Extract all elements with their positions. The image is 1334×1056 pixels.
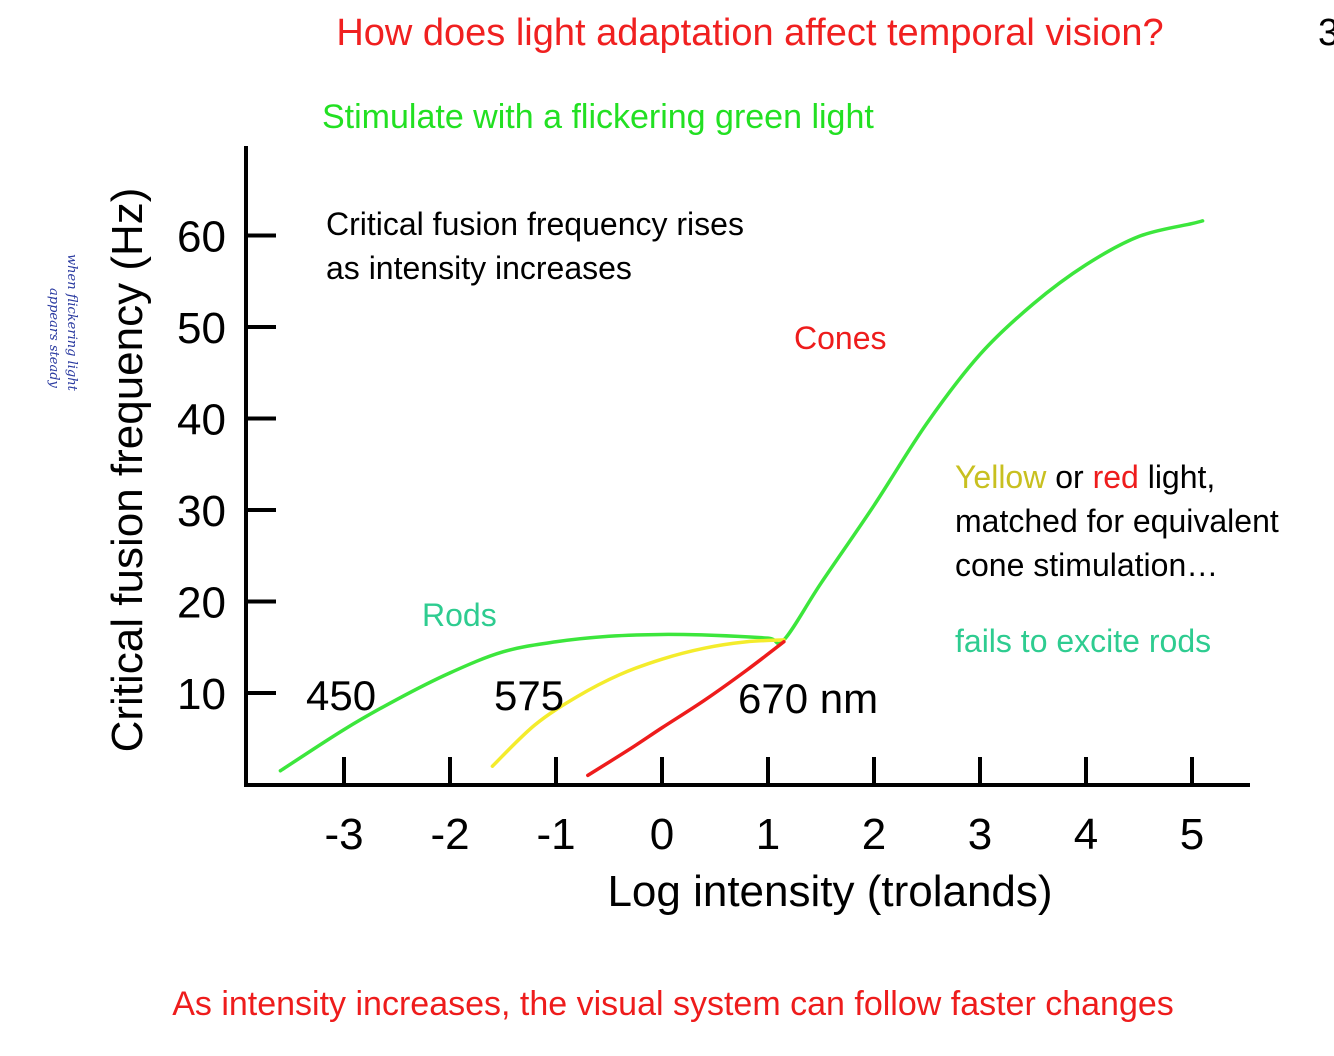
red-word: red — [1092, 459, 1139, 495]
x-tick-label: -2 — [430, 810, 469, 859]
y-tick-label: 50 — [177, 304, 226, 353]
light-word: light, — [1138, 459, 1216, 495]
x-tick-label: 5 — [1180, 810, 1204, 859]
y-tick-label: 60 — [177, 213, 226, 262]
y-tick-label: 30 — [177, 487, 226, 536]
y-axis-label: Critical fusion frequency (Hz) — [103, 188, 152, 753]
slide-title: How does light adaptation affect tempora… — [336, 12, 1164, 54]
bottom-conclusion: As intensity increases, the visual syste… — [172, 985, 1174, 1023]
chart-curves — [278, 219, 1205, 778]
y-tick-label: 10 — [177, 670, 226, 719]
y-tick-label: 20 — [177, 579, 226, 628]
yellow-word: Yellow — [955, 459, 1047, 495]
chart-ticks: -3 -2 -1 0 1 2 3 4 5 10 20 30 40 50 60 — [177, 213, 1204, 860]
handwritten-line-1: when flickering light — [64, 254, 79, 392]
matched-line: matched for equivalent — [955, 503, 1279, 539]
slide-subtitle: Stimulate with a flickering green light — [322, 98, 874, 136]
x-tick-label: -3 — [324, 810, 363, 859]
x-tick-label: 1 — [756, 810, 780, 859]
note-line-2: as intensity increases — [326, 250, 632, 286]
cones-label: Cones — [794, 320, 887, 356]
wavelength-575-label: 575 — [494, 672, 565, 719]
page-number: 3 — [1318, 12, 1334, 54]
or-word: or — [1046, 459, 1093, 495]
curve-575-nm — [490, 638, 786, 768]
fails-to-excite-rods: fails to excite rods — [955, 623, 1212, 659]
yellow-red-note: Yellow or red light, matched for equival… — [955, 455, 1279, 587]
x-axis-label: Log intensity (trolands) — [607, 867, 1052, 916]
note-line-1: Critical fusion frequency rises — [326, 206, 744, 242]
cone-stimulation-line: cone stimulation… — [955, 547, 1219, 583]
y-tick-label: 40 — [177, 396, 226, 445]
handwritten-annotation: when flickering light appears steady — [46, 254, 79, 392]
x-tick-label: 3 — [968, 810, 992, 859]
rods-label: Rods — [422, 597, 497, 633]
x-tick-label: 2 — [862, 810, 886, 859]
x-tick-label: 4 — [1074, 810, 1098, 859]
cff-rises-note: Critical fusion frequency rises as inten… — [326, 202, 744, 290]
wavelength-670-label: 670 nm — [738, 675, 879, 722]
wavelength-450-label: 450 — [306, 672, 377, 719]
x-tick-label: -1 — [536, 810, 575, 859]
chart-axes — [244, 146, 1250, 787]
x-tick-label: 0 — [650, 810, 674, 859]
yellow-red-line: Yellow or red light, — [955, 455, 1279, 499]
curve-670-nm — [586, 640, 786, 778]
handwritten-line-2: appears steady — [46, 288, 61, 389]
